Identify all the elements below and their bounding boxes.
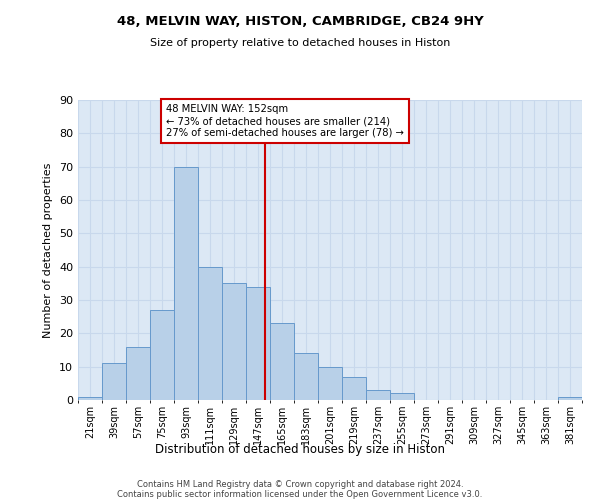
- Bar: [342, 376, 366, 400]
- Text: Distribution of detached houses by size in Histon: Distribution of detached houses by size …: [155, 442, 445, 456]
- Bar: [222, 284, 246, 400]
- Text: Size of property relative to detached houses in Histon: Size of property relative to detached ho…: [150, 38, 450, 48]
- Bar: [126, 346, 150, 400]
- Bar: [318, 366, 342, 400]
- Bar: [270, 324, 294, 400]
- Bar: [150, 310, 174, 400]
- Bar: [390, 394, 414, 400]
- Text: 48 MELVIN WAY: 152sqm
← 73% of detached houses are smaller (214)
27% of semi-det: 48 MELVIN WAY: 152sqm ← 73% of detached …: [166, 104, 404, 138]
- Bar: [78, 396, 102, 400]
- Bar: [246, 286, 270, 400]
- Text: 48, MELVIN WAY, HISTON, CAMBRIDGE, CB24 9HY: 48, MELVIN WAY, HISTON, CAMBRIDGE, CB24 …: [116, 15, 484, 28]
- Y-axis label: Number of detached properties: Number of detached properties: [43, 162, 53, 338]
- Bar: [174, 166, 198, 400]
- Text: Contains HM Land Registry data © Crown copyright and database right 2024.
Contai: Contains HM Land Registry data © Crown c…: [118, 480, 482, 500]
- Bar: [198, 266, 222, 400]
- Bar: [294, 354, 318, 400]
- Bar: [558, 396, 582, 400]
- Bar: [366, 390, 390, 400]
- Bar: [102, 364, 126, 400]
